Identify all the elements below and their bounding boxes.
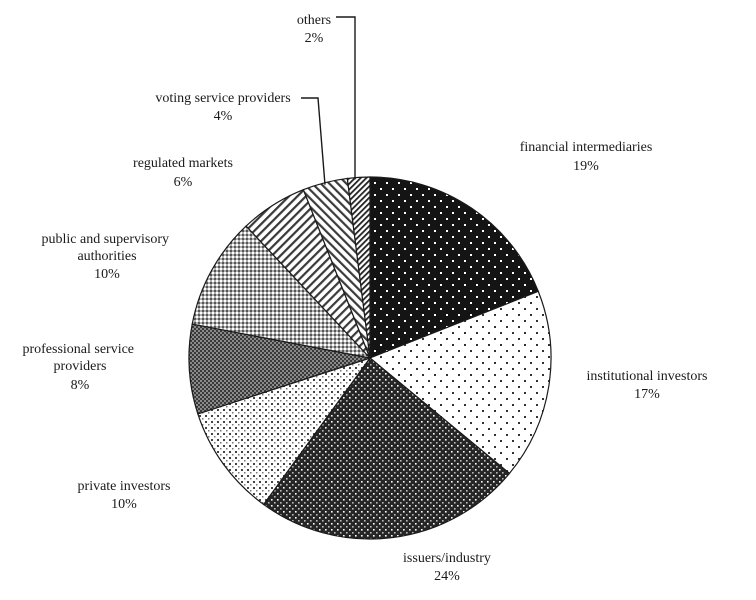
slice-label-public-and-supervisory-authorities: public and supervisory authorities	[41, 232, 172, 264]
pie-slice-professional-service-providers	[188, 323, 371, 415]
slice-label-professional-service-providers: professional service providers	[22, 342, 137, 374]
slice-value-voting-service-providers: 4%	[214, 109, 233, 124]
pie-slice-others	[346, 176, 371, 359]
slice-label-line-2: authorities	[77, 249, 136, 264]
slice-value-issuers-industry: 24%	[434, 569, 460, 584]
pie-slice-institutional-investors	[368, 290, 552, 475]
pie-slice-public-and-supervisory-authorities	[191, 225, 372, 359]
slice-label-line-1: public and supervisory	[41, 232, 169, 247]
slice-value-private-investors: 10%	[111, 497, 137, 512]
slice-value-regulated-markets: 6%	[174, 175, 193, 190]
slice-label-financial-intermediaries: financial intermediaries	[520, 140, 653, 155]
slice-label-line-1: professional service	[22, 342, 134, 357]
slice-label-others: others	[297, 13, 331, 28]
pie-slices	[188, 176, 552, 540]
pie-slice-issuers-industry	[262, 357, 511, 540]
slice-label-regulated-markets: regulated markets	[133, 156, 233, 171]
leader-line-others	[336, 16, 356, 180]
slice-value-professional-service-providers: 8%	[71, 378, 90, 393]
slice-label-issuers-industry: issuers/industry	[403, 551, 491, 566]
pie-slice-financial-intermediaries	[369, 176, 540, 359]
slice-label-institutional-investors: institutional investors	[587, 369, 708, 384]
slice-label-line-2: providers	[54, 359, 107, 374]
slice-value-financial-intermediaries: 19%	[573, 159, 599, 174]
slice-value-others: 2%	[305, 31, 324, 46]
slice-value-public-and-supervisory-authorities: 10%	[94, 267, 120, 282]
pie-slice-private-investors	[197, 356, 372, 506]
slice-label-private-investors: private investors	[78, 479, 171, 494]
slice-value-institutional-investors: 17%	[634, 387, 660, 402]
slice-label-voting-service-providers: voting service providers	[155, 91, 290, 106]
leader-line-voting-service-providers	[301, 97, 326, 185]
leader-lines	[301, 16, 356, 185]
